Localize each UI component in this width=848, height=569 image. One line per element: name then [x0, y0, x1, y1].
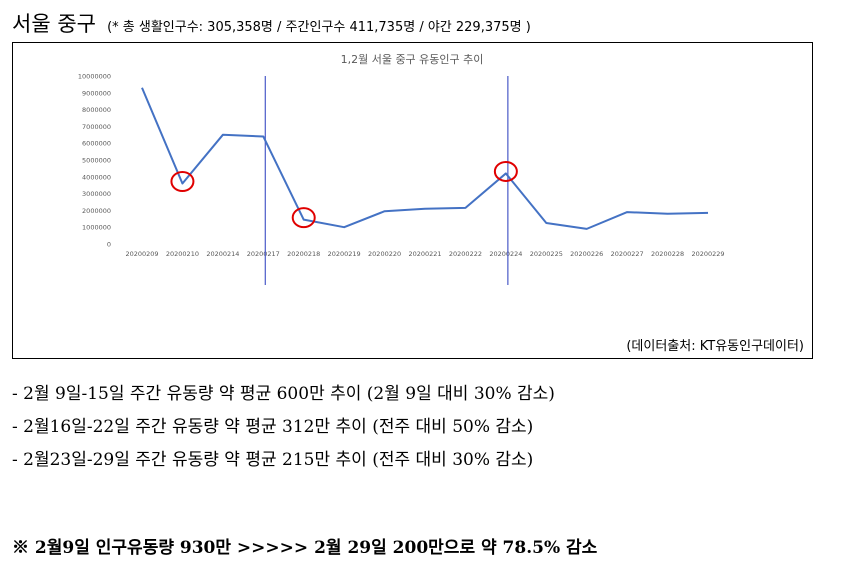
list-item: - 2월23일-29일 주간 유동량 약 평균 215만 추이 (전주 대비 3…: [12, 450, 534, 470]
conclusion-text: ※ 2월9일 인구유동량 930만 >>>>> 2월 29일 200만으로 약 …: [12, 538, 598, 558]
x-tick-label: 20200222: [449, 250, 482, 258]
x-tick-label: 20200220: [368, 250, 401, 258]
y-tick-label: 2000000: [82, 207, 111, 215]
x-tick-label: 20200229: [691, 250, 724, 258]
weekly-summary-list: - 2월 9일-15일 주간 유동량 약 평균 600만 추이 (2월 9일 대…: [12, 382, 555, 481]
x-tick-label: 20200217: [247, 250, 280, 258]
x-tick-label: 20200219: [328, 250, 361, 258]
x-tick-label: 20200214: [206, 250, 239, 258]
population-summary: (* 총 생활인구수: 305,358명 / 주간인구수 411,735명 / …: [107, 20, 531, 35]
list-item: - 2월 9일-15일 주간 유동량 약 평균 600만 추이 (2월 9일 대…: [12, 384, 555, 404]
x-tick-label: 20200210: [166, 250, 199, 258]
x-tick-label: 20200218: [287, 250, 320, 258]
list-item: - 2월16일-22일 주간 유동량 약 평균 312만 추이 (전주 대비 5…: [12, 417, 534, 437]
y-tick-label: 10000000: [78, 73, 111, 81]
chart-title: 1,2월 서울 중구 유동인구 추이: [341, 53, 484, 66]
x-tick-label: 20200209: [125, 250, 158, 258]
x-tick-label: 20200227: [611, 250, 644, 258]
line-chart: 1,2월 서울 중구 유동인구 추이1000000090000008000000…: [78, 53, 725, 285]
chart-figure: 1,2월 서울 중구 유동인구 추이 10000000 9000000 8000000…: [12, 42, 813, 359]
y-tick-label: 9000000: [82, 89, 111, 97]
y-tick-label: 8000000: [82, 106, 111, 114]
y-tick-label: 3000000: [82, 190, 111, 198]
highlight-circle: [493, 160, 518, 182]
highlight-circle: [170, 171, 195, 193]
x-tick-label: 20200221: [408, 250, 441, 258]
page-title: 서울 중구: [12, 12, 96, 36]
x-tick-label: 20200225: [530, 250, 563, 258]
y-tick-label: 4000000: [82, 173, 111, 181]
highlight-circle: [291, 207, 316, 229]
x-tick-label: 20200226: [570, 250, 603, 258]
y-tick-label: 7000000: [82, 123, 111, 131]
data-source-note: (데이터출처: KT유동인구데이터): [626, 339, 804, 354]
y-tick-label: 1000000: [82, 224, 111, 232]
y-tick-label: 0: [107, 241, 111, 249]
page-heading: 서울 중구 (* 총 생활인구수: 305,358명 / 주간인구수 411,7…: [12, 8, 531, 38]
x-tick-label: 20200224: [489, 250, 522, 258]
series-line: [141, 87, 709, 230]
y-tick-label: 6000000: [82, 140, 111, 148]
y-tick-label: 5000000: [82, 157, 111, 165]
x-tick-label: 20200228: [651, 250, 684, 258]
